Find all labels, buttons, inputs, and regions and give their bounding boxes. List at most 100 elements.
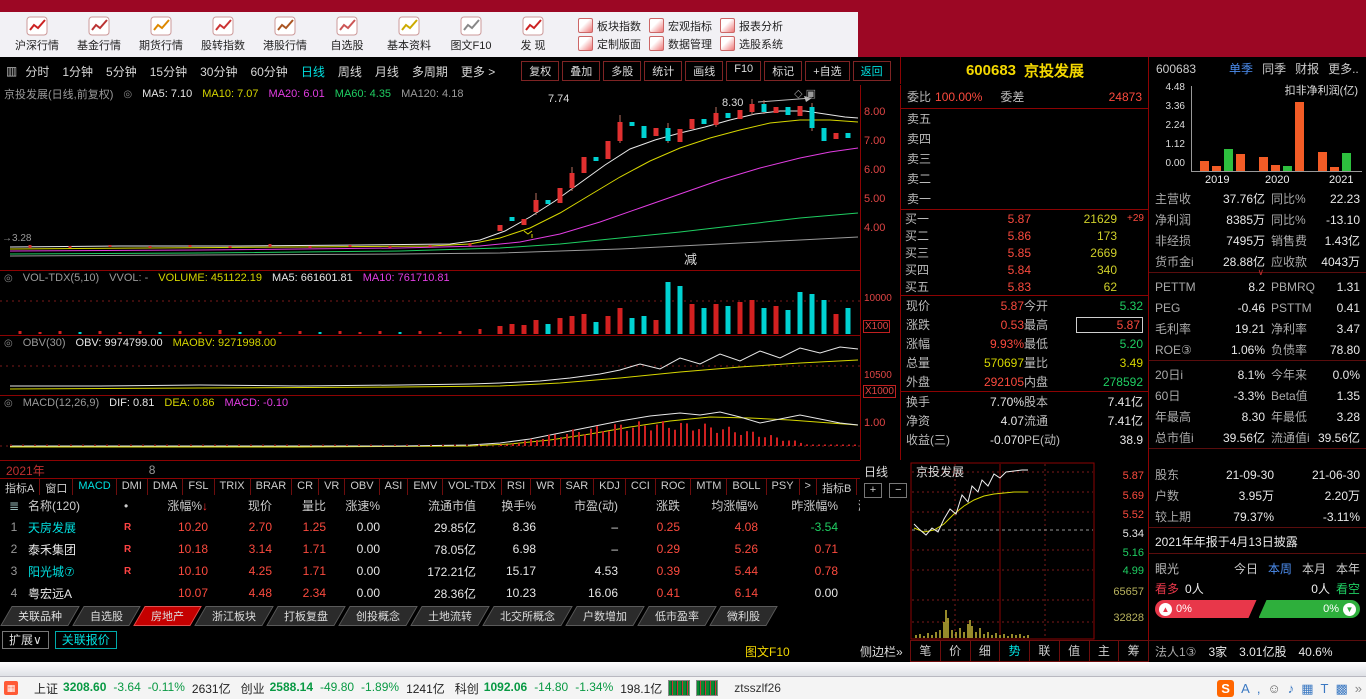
sector-tab-低市盈率[interactable]: 低市盈率	[637, 605, 717, 627]
punctuation-icon[interactable]: ,	[1256, 681, 1261, 696]
toolbar-button-watchlist[interactable]: 自选股	[316, 16, 378, 53]
indicator-tab-VR[interactable]: VR	[319, 479, 346, 496]
sidebar-toggle[interactable]: 侧边栏»	[860, 645, 903, 659]
chart-tool-标记[interactable]: 标记	[764, 61, 803, 81]
period-tab-60分钟[interactable]: 60分钟	[250, 64, 288, 79]
indicator-tab-KDJ[interactable]: KDJ	[594, 479, 626, 496]
sector-tab-北交所概念[interactable]: 北交所概念	[482, 605, 573, 627]
column-header-量比[interactable]: 量比	[301, 499, 326, 513]
mini-intraday-chart[interactable]: 京投发展 5.87 5.69 5.52 5.34 5.16 4.99 65657 32828	[910, 462, 1148, 640]
chart-tool-统计[interactable]: 统计	[644, 61, 683, 81]
indicator-tab-指标A[interactable]: 指标A	[0, 479, 41, 496]
toolbar-button-discover[interactable]: 发 现	[502, 16, 564, 53]
sogou-logo-icon[interactable]: S	[1217, 680, 1235, 697]
toolbar-button-fund-market[interactable]: 基金行情	[68, 16, 130, 53]
sector-tab-户数增加[interactable]: 户数增加	[565, 605, 645, 627]
sentiment-tab-本周[interactable]: 本周	[1267, 561, 1292, 576]
collapse-pane-icon[interactable]: ◎	[123, 88, 133, 100]
f10-tab-同季[interactable]: 同季	[1262, 62, 1287, 76]
index-quote-创业[interactable]: 创业 2588.14 -49.80 -1.89% 1241亿	[231, 680, 445, 697]
skin-icon[interactable]: T	[1320, 681, 1329, 696]
sentiment-tab-本年[interactable]: 本年	[1335, 561, 1360, 576]
mini-tab-筹[interactable]: 筹	[1118, 640, 1149, 662]
indicator-tab-WR[interactable]: WR	[531, 479, 561, 496]
mini-tab-联[interactable]: 联	[1029, 640, 1060, 662]
indicator-tab-DMA[interactable]: DMA	[148, 479, 184, 496]
indicator-tab-BOLL[interactable]: BOLL	[727, 479, 767, 496]
indicator-tab-DMI[interactable]: DMI	[117, 479, 148, 496]
column-header-换手%[interactable]: 换手%	[501, 499, 536, 513]
table-row-天房发展[interactable]: 1 天房发展 R 10.20 2.70 1.25 0.00 29.85亿 8.36 – 0.25 4.…	[0, 516, 910, 538]
f10-tab-更多..[interactable]: 更多..	[1328, 62, 1359, 76]
zoom-in-button[interactable]: +	[864, 483, 882, 498]
obv-pane[interactable]: ◎ OBV(30) OBV: 9974799.00 MAOBV: 9271998.…	[0, 335, 860, 396]
column-header-市盈(动)[interactable]: 市盈(动)	[574, 499, 618, 513]
market-ticker-icon[interactable]	[696, 680, 719, 696]
indicator-tab-BRAR[interactable]: BRAR	[251, 479, 293, 496]
indicator-tab-VOL-TDX[interactable]: VOL-TDX	[443, 479, 502, 496]
toolbar-button-选股系统[interactable]: 选股系统	[720, 36, 783, 52]
indicator-tab-窗口[interactable]: 窗口	[40, 479, 74, 496]
indicator-tab-MTM[interactable]: MTM	[691, 479, 728, 496]
toolbar-button-宏观指标[interactable]: 宏观指标	[649, 18, 712, 34]
sector-tab-房地产[interactable]: 房地产	[133, 605, 202, 627]
macd-pane[interactable]: ◎ MACD(12,26,9) DIF: 0.81 DEA: 0.86 MACD: …	[0, 395, 860, 461]
column-header-流通市值[interactable]: 流通市值	[427, 499, 476, 513]
sector-tab-微利股[interactable]: 微利股	[709, 605, 778, 627]
keyboard-icon[interactable]: ▦	[1301, 680, 1314, 696]
indicator-tab-ASI[interactable]: ASI	[380, 479, 409, 496]
index-quote-上证[interactable]: 上证 3208.60 -3.64 -0.11% 2631亿	[24, 680, 231, 697]
column-header-昨涨幅%[interactable]: 昨涨幅%	[791, 499, 838, 513]
column-header-涨幅%[interactable]: 涨幅%↓	[167, 499, 208, 513]
indicator-tab->[interactable]: >	[800, 479, 817, 496]
stock-table-header[interactable]: ≣ 名称(120) • 涨幅%↓ 现价 量比 涨速% 流通市值 换手% 市盈(动) 涨跌 均涨幅% 昨涨…	[0, 495, 910, 516]
toolbox-icon[interactable]: ▩	[1335, 680, 1348, 696]
period-tab-15分钟[interactable]: 15分钟	[149, 64, 188, 79]
column-header-涨跌[interactable]: 涨跌	[655, 499, 680, 513]
chart-mode-icon[interactable]: ◇ ▣	[794, 88, 816, 100]
column-header-现价[interactable]: 现价	[247, 499, 272, 513]
indicator-tab-OBV[interactable]: OBV	[345, 479, 380, 496]
market-ticker-icon[interactable]	[668, 680, 691, 696]
period-tab-更多 >[interactable]: 更多 >	[460, 64, 496, 79]
indicator-tab-EMV[interactable]: EMV	[408, 479, 444, 496]
period-tab-多周期[interactable]: 多周期	[411, 64, 448, 79]
mini-tab-笔[interactable]: 笔	[910, 640, 941, 662]
layout-split-icon[interactable]: ▥	[6, 64, 18, 78]
f10-graphic-link[interactable]: 图文F10	[745, 645, 790, 659]
collapse-pane-icon[interactable]: ◎	[4, 337, 13, 349]
column-header-涨速%[interactable]: 涨速%	[345, 499, 380, 513]
sector-tab-浙江板块[interactable]: 浙江板块	[194, 605, 274, 627]
f10-tab-单季[interactable]: 单季	[1229, 62, 1254, 76]
sector-tab-土地流转[interactable]: 土地流转	[410, 605, 490, 627]
mini-tab-主[interactable]: 主	[1088, 640, 1120, 662]
sector-tab-自选股[interactable]: 自选股	[72, 605, 141, 627]
chart-tool-返回[interactable]: 返回	[852, 61, 891, 81]
indicator-tab-SAR[interactable]: SAR	[561, 479, 595, 496]
period-tab-5分钟[interactable]: 5分钟	[106, 64, 137, 79]
toolbar-button-板块指数[interactable]: 板块指数	[578, 18, 641, 34]
main-price-pane[interactable]: 京投发展(日线,前复权) ◎ MA5: 7.10 MA10: 7.07 MA20: …	[0, 85, 860, 270]
volume-pane[interactable]: ◎ VOL-TDX(5,10) VVOL: - VOLUME: 451122.19…	[0, 270, 860, 336]
period-tab-日线[interactable]: 日线	[300, 64, 325, 79]
toolbar-button-报表分析[interactable]: 报表分析	[720, 18, 783, 34]
chart-tool-叠加[interactable]: 叠加	[562, 61, 601, 81]
indicator-tab-RSI[interactable]: RSI	[502, 479, 532, 496]
bear-bar[interactable]: 0% ▼	[1258, 600, 1360, 618]
indicator-tab-CCI[interactable]: CCI	[626, 479, 656, 496]
mini-tab-细[interactable]: 细	[969, 640, 1001, 662]
table-row-阳光城⑦[interactable]: 3 阳光城⑦ R 10.10 4.25 1.71 0.00 172.21亿 15.17 4.53 0…	[0, 560, 910, 582]
indicator-tab-ROC[interactable]: ROC	[656, 479, 692, 496]
column-header-•[interactable]: •	[124, 498, 129, 513]
chart-region[interactable]: 京投发展(日线,前复权) ◎ MA5: 7.10 MA10: 7.07 MA20: …	[0, 85, 900, 460]
emoji-picker-icon[interactable]: ☺	[1267, 681, 1281, 696]
sentiment-bars[interactable]: ▲ 0% 0% ▼	[1149, 597, 1366, 621]
sector-tab-关联品种[interactable]: 关联品种	[0, 605, 80, 627]
indicator-tab-FSL[interactable]: FSL	[183, 479, 215, 496]
bull-bar[interactable]: ▲ 0%	[1155, 600, 1257, 618]
sector-tab-打板复盘[interactable]: 打板复盘	[266, 605, 346, 627]
mini-tab-价[interactable]: 价	[939, 640, 971, 662]
period-tab-30分钟[interactable]: 30分钟	[200, 64, 238, 79]
collapse-pane-icon[interactable]: ◎	[4, 397, 13, 409]
mini-period-label[interactable]: 日线	[864, 465, 889, 479]
